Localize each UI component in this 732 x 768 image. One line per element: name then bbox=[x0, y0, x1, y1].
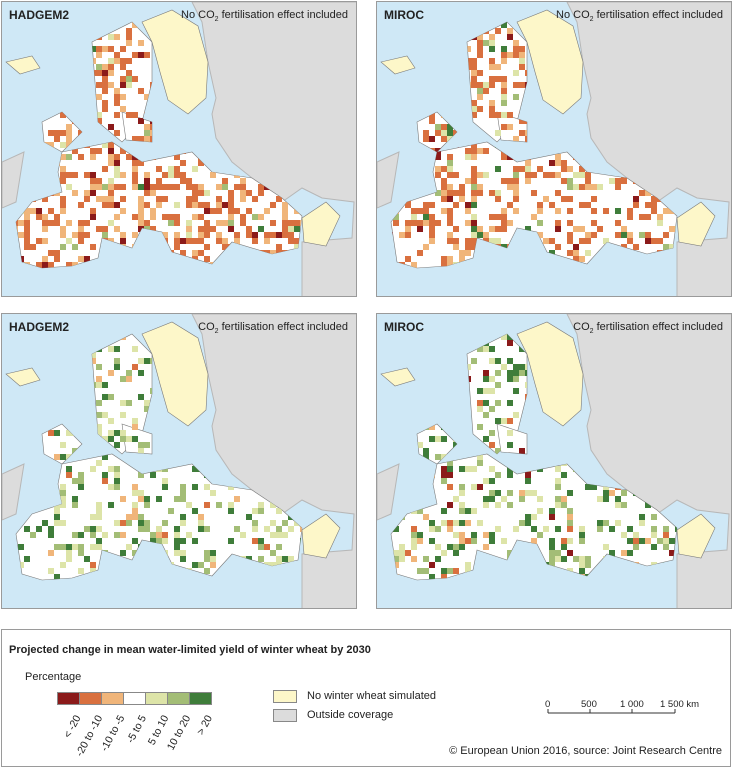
no-wheat-area bbox=[676, 513, 716, 559]
no-wheat-area bbox=[516, 9, 584, 115]
legend-label-no-wheat: No winter wheat simulated bbox=[307, 690, 437, 702]
legend-swatch-10-20 bbox=[167, 692, 190, 705]
legend-subtitle: Percentage bbox=[25, 671, 82, 683]
legend-label-gt-20: > 20 bbox=[194, 713, 216, 738]
panel-model-label: HADGEM2 bbox=[9, 320, 70, 334]
legend-swatch-5-10 bbox=[145, 692, 168, 705]
panel-model-label: MIROC bbox=[384, 8, 424, 22]
panel-model-label: HADGEM2 bbox=[9, 8, 70, 22]
no-wheat-area bbox=[676, 201, 716, 247]
outside-coverage-area bbox=[2, 151, 25, 209]
outside-coverage-area bbox=[191, 2, 356, 296]
land-area bbox=[390, 141, 678, 269]
scale-tick-1500: 1 500 km bbox=[660, 699, 700, 710]
outside-coverage-area bbox=[191, 314, 356, 608]
outside-coverage-area bbox=[377, 151, 400, 209]
legend-swatch-5-5 bbox=[123, 692, 146, 705]
panel-scenario-note: CO2 fertilisation effect included bbox=[198, 321, 348, 336]
no-wheat-area bbox=[380, 55, 416, 75]
map-svg bbox=[2, 314, 356, 608]
no-wheat-area bbox=[516, 321, 584, 427]
legend-swatch-lt-20 bbox=[57, 692, 80, 705]
legend-color-scale bbox=[57, 692, 212, 705]
panel-scenario-note: No CO2 fertilisation effect included bbox=[556, 9, 723, 24]
legend-swatch-outside bbox=[273, 709, 297, 722]
legend-swatch-no-wheat bbox=[273, 690, 297, 703]
panel-scenario-note: CO2 fertilisation effect included bbox=[573, 321, 723, 336]
map-svg bbox=[2, 2, 356, 296]
outside-coverage-area bbox=[566, 314, 731, 608]
no-wheat-area bbox=[5, 55, 41, 75]
map-panel-miroc-no-co2: MIROC No CO2 fertilisation effect include… bbox=[376, 1, 732, 297]
no-wheat-area bbox=[5, 367, 41, 387]
outside-coverage-area bbox=[566, 2, 731, 296]
map-panel-hadgem2-no-co2: HADGEM2 No CO2 fertilisation effect inclu… bbox=[1, 1, 357, 297]
legend: Projected change in mean water-limited y… bbox=[1, 629, 731, 767]
outside-coverage-area bbox=[377, 463, 400, 521]
no-wheat-area bbox=[301, 513, 341, 559]
no-wheat-area bbox=[301, 201, 341, 247]
scale-bar: 0 500 1 000 1 500 km bbox=[545, 699, 717, 714]
legend-label-outside: Outside coverage bbox=[307, 709, 394, 721]
scale-tick-500: 500 bbox=[581, 699, 597, 710]
map-svg bbox=[377, 2, 731, 296]
panel-model-label: MIROC bbox=[384, 320, 424, 334]
legend-label-lt-20: < -20 bbox=[61, 713, 84, 741]
no-wheat-area bbox=[380, 367, 416, 387]
map-panel-miroc-co2: MIROC CO2 fertilisation effect included bbox=[376, 313, 732, 609]
scale-tick-1000: 1 000 bbox=[620, 699, 644, 710]
map-svg bbox=[377, 314, 731, 608]
outside-coverage-area bbox=[2, 463, 25, 521]
map-panel-hadgem2-co2: HADGEM2 CO2 fertilisation effect included bbox=[1, 313, 357, 609]
legend-swatch-10-5 bbox=[101, 692, 124, 705]
credit-text: © European Union 2016, source: Joint Res… bbox=[449, 745, 722, 757]
legend-swatch-gt-20 bbox=[189, 692, 212, 705]
scale-tick-0: 0 bbox=[545, 699, 551, 710]
no-wheat-area bbox=[141, 321, 209, 427]
no-wheat-area bbox=[141, 9, 209, 115]
legend-title: Projected change in mean water-limited y… bbox=[9, 644, 371, 656]
legend-swatch-20-10 bbox=[79, 692, 102, 705]
panel-scenario-note: No CO2 fertilisation effect included bbox=[181, 9, 348, 24]
